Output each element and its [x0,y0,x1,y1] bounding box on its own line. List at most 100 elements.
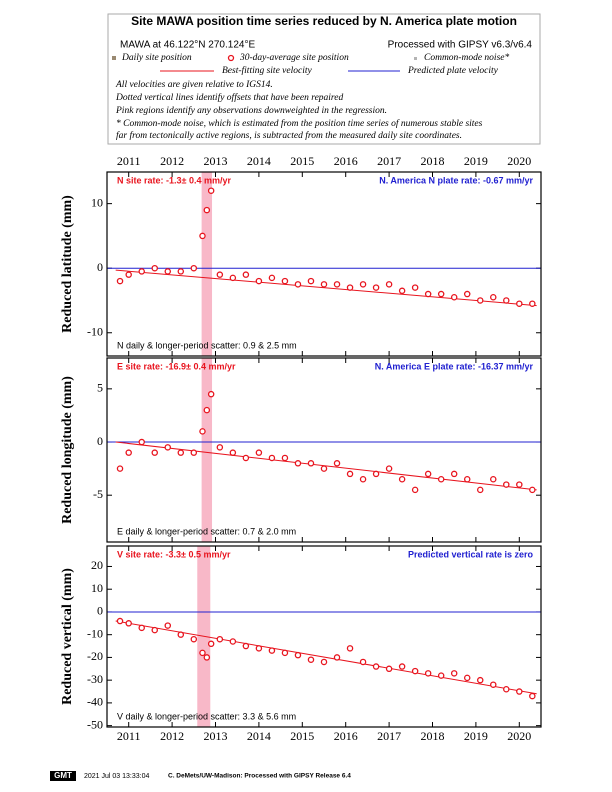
average-point [463,475,471,483]
legend-swatch [227,54,235,62]
average-point [216,635,224,643]
processing: Processed with GIPSY v6.3/v6.4 [388,40,533,51]
average-point [207,187,215,194]
y-tick-label: -10 [87,626,103,640]
average-point [229,449,237,456]
average-point [268,647,276,654]
average-point [372,663,380,670]
average-point [372,470,380,478]
legend-label: 30-day-average site position [239,53,349,63]
y-tick-label: -40 [87,695,103,709]
average-point [450,470,458,478]
y-tick-label: 10 [91,581,103,595]
y-tick-label: 0 [97,604,103,618]
average-point [476,297,484,304]
average-point [125,620,132,627]
y-tick-label: 0 [97,260,103,274]
average-point [116,617,124,625]
average-point [359,281,367,288]
average-point [255,645,263,652]
y-axis-label: Reduced latitude (mm) [60,195,75,333]
average-point [333,281,341,288]
average-point [255,277,263,285]
average-point [463,290,471,298]
average-point [190,635,198,643]
logo-box [50,771,76,781]
average-point [138,624,145,632]
average-point [424,470,432,478]
average-point [437,475,445,483]
x-tick-label: 2014 [247,729,271,743]
average-point [476,486,484,494]
average-point [333,654,341,661]
credit: C. DeMets/UW-Madison: Processed with GIP… [168,773,351,780]
average-point [529,692,536,700]
x-tick-label: 2013 [204,154,228,168]
average-point [242,271,250,278]
average-point [242,454,250,462]
average-point [463,674,471,682]
title: Site MAWA position time series reduced b… [131,14,517,28]
x-tick-label: 2015 [290,729,314,743]
average-point [281,277,289,285]
average-point [229,638,237,645]
scatter-label: V daily & longer-period scatter: 3.3 & 5… [117,711,296,721]
timestamp: 2021 Jul 03 13:33:04 [84,773,149,780]
legend-swatch [414,57,417,60]
average-point [281,649,289,657]
average-point [199,649,206,657]
average-point [398,287,406,295]
plate-label: Predicted vertical rate is zero [408,549,534,559]
average-point [190,264,198,272]
average-point [164,444,172,451]
fit-line [115,269,537,307]
x-tick-label: 2012 [160,154,184,168]
average-point [476,676,484,684]
x-tick-label: 2016 [334,729,358,743]
average-point [294,651,302,659]
plate-label: N. America E plate rate: -16.37 mm/yr [375,361,534,371]
average-point [490,681,497,688]
average-point [307,460,315,467]
average-point [333,460,341,467]
average-point [359,475,367,483]
y-tick-label: -20 [87,649,103,663]
average-point [385,281,393,288]
legend-label: Predicted plate velocity [407,66,499,76]
average-point [346,645,354,652]
average-point [385,465,393,472]
average-point [346,284,354,291]
average-point [138,268,145,275]
x-tick-label: 2013 [204,729,228,743]
average-point [424,670,432,677]
average-point [268,454,276,462]
fit-line [115,441,537,491]
average-point [320,281,328,288]
average-point [151,264,158,272]
plot-frame [106,171,542,357]
average-point [268,274,276,282]
y-axis-label: Reduced longitude (mm) [60,376,75,524]
x-tick-label: 2019 [464,729,488,743]
average-point [203,654,211,661]
average-point [199,428,206,435]
average-point [529,486,536,494]
plot-frame [106,357,542,543]
average-point [177,449,185,456]
plot-frame [106,545,542,728]
plate-label: N. America N plate rate: -0.67 mm/yr [379,175,533,185]
average-point [164,622,172,629]
x-tick-label: 2015 [290,154,314,168]
average-point [320,658,328,666]
average-point [359,658,367,666]
average-point [190,449,198,456]
note: Dotted vertical lines identify offsets t… [115,92,343,103]
average-point [199,232,206,240]
header-box [107,13,541,145]
average-point [294,281,302,288]
y-tick-label: 0 [97,434,103,448]
average-point [116,465,124,472]
average-point [203,206,211,214]
average-point [490,475,497,483]
